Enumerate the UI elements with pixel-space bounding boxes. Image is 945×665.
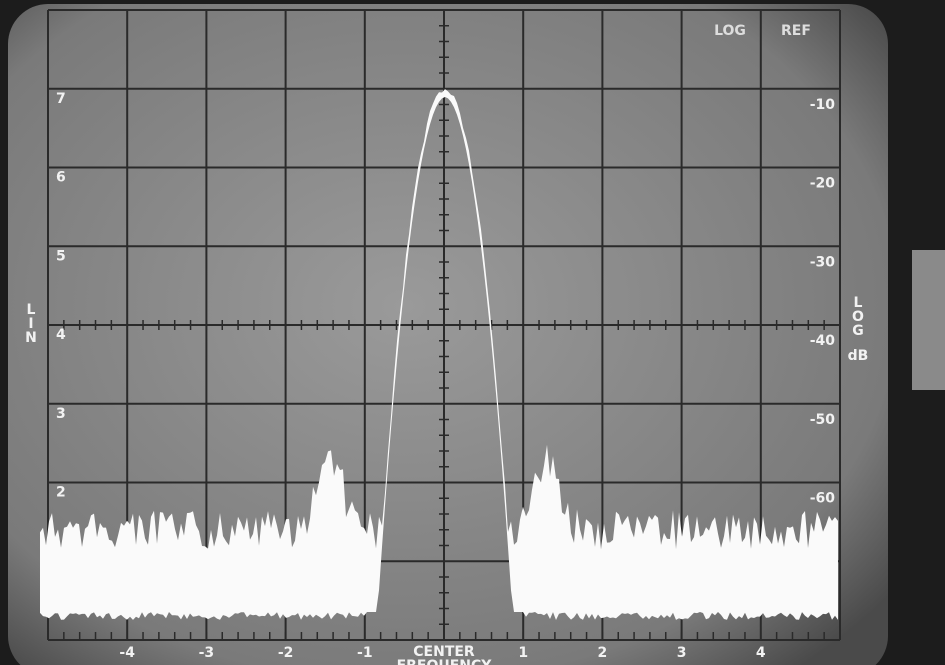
lin-label: 4 — [56, 327, 66, 343]
log-label: -50 — [810, 412, 836, 428]
freq-label: -2 — [278, 645, 294, 661]
freq-label: 1 — [518, 645, 528, 661]
freq-label: 3 — [677, 645, 687, 661]
freq-label: 2 — [598, 645, 608, 661]
freq-label: -1 — [357, 645, 373, 661]
log-label: -60 — [810, 491, 836, 507]
side-panel — [912, 250, 945, 390]
log-label: -20 — [810, 176, 836, 192]
log-unit: dB — [848, 348, 869, 364]
freq-label: -4 — [119, 645, 135, 661]
log-title: LOG — [850, 295, 866, 337]
log-label: -30 — [810, 254, 836, 270]
freq-label: -3 — [199, 645, 215, 661]
lin-label: 7 — [56, 91, 66, 107]
top-label: LOG — [714, 23, 746, 39]
center-sub-label: FREQUENCY — [397, 658, 493, 665]
lin-title: LIN — [23, 302, 39, 344]
analyzer-photo: LOG REF 7 6 5 4 3 2 -10 -20 -30 -40 -50 -60 LIN LOG dB -4… — [0, 0, 945, 665]
lin-label: 6 — [56, 170, 66, 186]
log-label: -10 — [810, 97, 836, 113]
lin-label: 2 — [56, 485, 66, 501]
lin-label: 3 — [56, 406, 66, 422]
lin-label: 5 — [56, 248, 66, 264]
log-label: -40 — [810, 333, 836, 349]
top-label: REF — [781, 23, 811, 39]
freq-label: 4 — [756, 645, 766, 661]
